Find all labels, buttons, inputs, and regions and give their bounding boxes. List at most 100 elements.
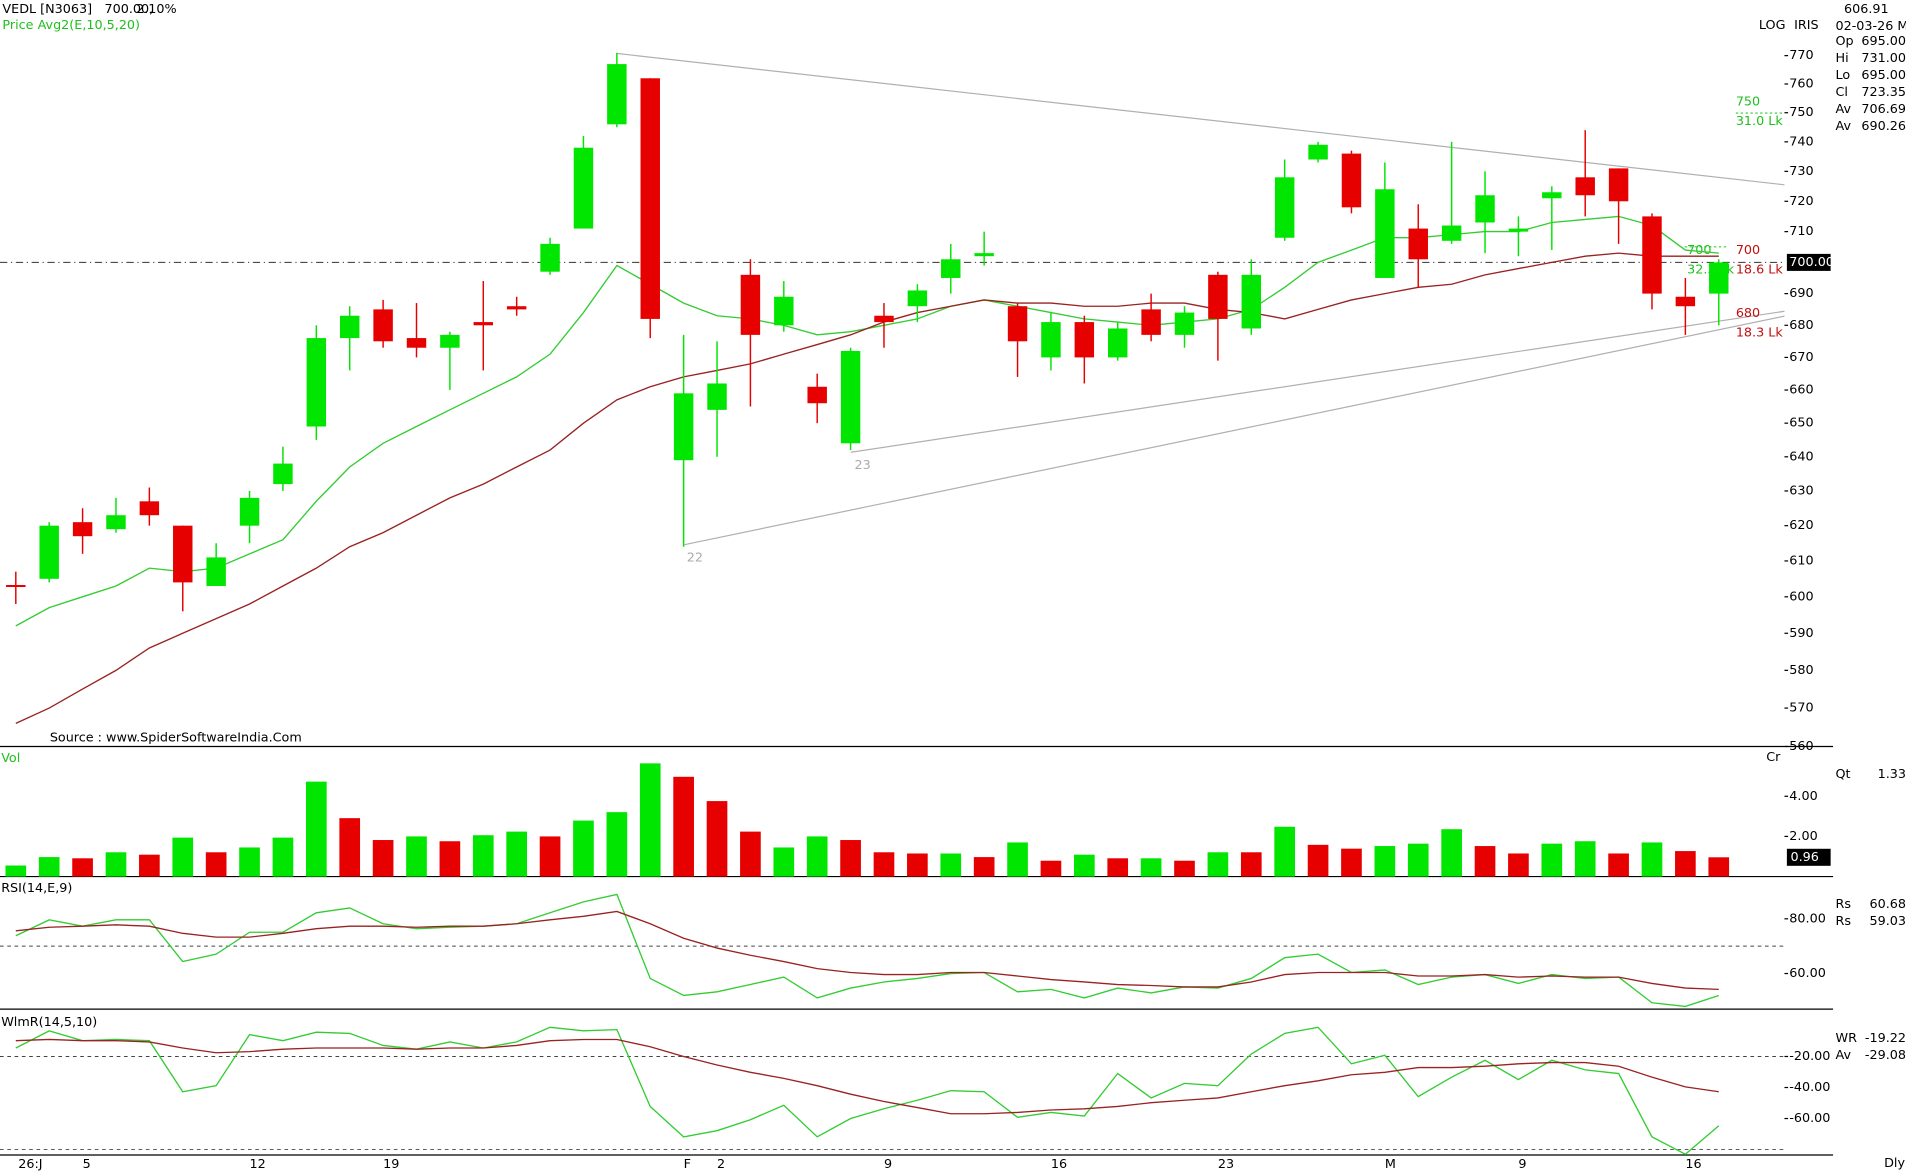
annotation: 680 — [1736, 306, 1760, 321]
date: 02-03-26 Mo — [1835, 19, 1906, 34]
info-value: -29.08 — [1865, 1048, 1906, 1063]
info-value: 723.35 — [1861, 85, 1906, 100]
volume-bar — [639, 763, 661, 877]
candle-body — [1441, 225, 1462, 241]
info-value: 59.03 — [1869, 914, 1906, 929]
volume-bar — [1140, 858, 1162, 877]
info-label: Cl — [1835, 85, 1847, 100]
x-tick-label: 26:J — [18, 1157, 42, 1172]
x-tick-label: 5 — [83, 1157, 91, 1172]
info-label: Av — [1835, 1048, 1851, 1063]
info-label: Rs — [1835, 914, 1851, 929]
volume-bar — [506, 831, 528, 877]
info-value: 695.00 — [1861, 68, 1906, 83]
volume-bar — [873, 852, 895, 877]
candle-body — [1174, 312, 1195, 335]
y-tick-label: 630 — [1789, 483, 1813, 498]
volume-bar — [1341, 848, 1362, 877]
volume-bar — [105, 852, 127, 877]
last-value-box — [1786, 848, 1831, 866]
volume-bar — [673, 776, 694, 877]
volume-bar — [1675, 851, 1696, 877]
info-label: Lo — [1835, 68, 1850, 83]
series-line — [15, 252, 1719, 724]
y-tick-label: 620 — [1789, 518, 1813, 533]
y-tick-label: 750 — [1789, 105, 1813, 120]
scale-label: LOG — [1759, 18, 1786, 33]
volume-bar — [1708, 857, 1730, 877]
series-line — [15, 1038, 1719, 1115]
volume-bar — [740, 831, 761, 877]
info-label: Qt — [1835, 767, 1850, 782]
candle-body — [840, 350, 861, 444]
volume-bar — [1641, 842, 1663, 877]
panel-title: WlmR(14,5,10) — [1, 1015, 97, 1030]
y-tick-label: 680 — [1789, 318, 1813, 333]
volume-bar — [1240, 852, 1262, 877]
volume-bar — [272, 837, 294, 877]
candle-body — [1475, 195, 1495, 223]
x-tick-label: 9 — [884, 1157, 892, 1172]
candle-body — [406, 338, 427, 348]
last-value-label: 0.96 — [1791, 850, 1819, 865]
candle-body — [1642, 216, 1662, 294]
candle-body — [874, 315, 894, 323]
volume-bar — [773, 847, 795, 877]
y-tick-label: 720 — [1789, 194, 1813, 209]
annotation: 750 — [1736, 95, 1760, 110]
panel-title: RSI(14,E,9) — [1, 881, 72, 896]
volume-bar — [940, 853, 962, 877]
last-price-label: 700.00 — [1789, 255, 1834, 270]
volume-bar — [573, 820, 594, 877]
study-label: Price Avg2(E,10,5,20) — [2, 18, 140, 33]
series-line — [15, 910, 1719, 991]
y-tick-label: 690 — [1789, 286, 1813, 301]
volume-bar — [806, 836, 828, 877]
volume-bar — [406, 836, 427, 877]
y-tick-label: 660 — [1789, 383, 1813, 398]
volume-bar — [205, 852, 227, 877]
last-price-box — [1786, 253, 1831, 271]
volume-bar — [72, 858, 93, 877]
candle-body — [1107, 328, 1128, 358]
trend-line — [850, 310, 1785, 453]
volume-bar — [1574, 841, 1596, 877]
x-tick-label: 19 — [383, 1157, 399, 1172]
source: Source : www.SpiderSoftwareIndia.Com — [50, 730, 302, 745]
info-label: Hi — [1835, 51, 1848, 66]
candle-body — [707, 383, 727, 410]
candle-body — [239, 497, 260, 526]
volume-bar — [305, 781, 327, 877]
candle-body — [607, 64, 627, 125]
candle-body — [807, 386, 827, 404]
price: 700.00, — [105, 2, 154, 17]
info-value: 60.68 — [1869, 897, 1906, 912]
y-tick-label: 670 — [1789, 350, 1813, 365]
volume-bar — [606, 812, 628, 877]
volume-bar — [1474, 846, 1496, 877]
candle-body — [206, 557, 226, 586]
x-tick-label: 12 — [250, 1157, 266, 1172]
volume-bar — [339, 818, 361, 877]
volume-bar — [973, 857, 995, 877]
volume-bar — [1107, 858, 1129, 877]
y-tick-label: 710 — [1789, 224, 1813, 239]
y-tick-label: -20.00 — [1789, 1049, 1830, 1064]
candle-body — [1508, 228, 1529, 232]
annotation: 23 — [855, 458, 871, 473]
x-tick-label: F — [684, 1157, 691, 1172]
volume-bar — [1274, 826, 1296, 877]
corner-label: Cr — [1766, 750, 1781, 765]
trend-line — [684, 315, 1785, 546]
volume-bar — [172, 837, 194, 877]
volume-bar — [1040, 860, 1062, 877]
panel-title: Vol — [1, 751, 20, 766]
candle-body — [1542, 192, 1562, 199]
candle-body — [1675, 296, 1696, 307]
candle-body — [907, 290, 928, 307]
y-tick-label: 570 — [1789, 701, 1813, 716]
candle-body — [1608, 168, 1629, 202]
info-value: 695.00 — [1861, 34, 1906, 49]
